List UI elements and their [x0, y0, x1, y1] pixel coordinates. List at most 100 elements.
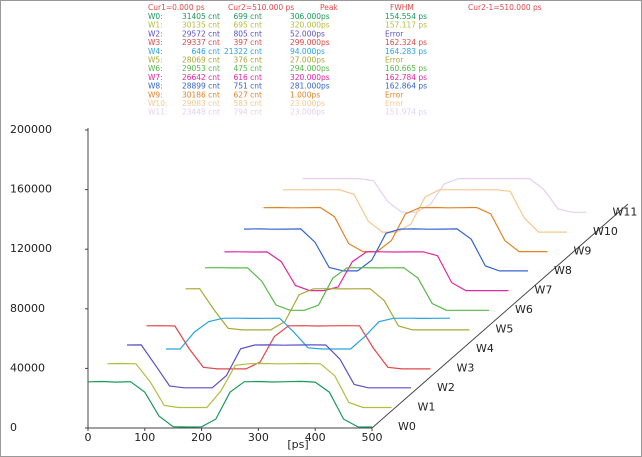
stats-cell: W0: — [148, 12, 163, 21]
stats-cell: Error — [385, 29, 404, 38]
stats-cell: W3: — [148, 38, 163, 47]
stats-cell: 28899 cnt — [182, 82, 220, 91]
stats-cell: 52.000ps — [290, 29, 325, 38]
stats-cell: 27.000ps — [290, 56, 325, 65]
stats-cell: W7: — [148, 73, 163, 82]
series-line — [243, 228, 528, 272]
series-label: W0 — [398, 420, 416, 433]
stats-cell: 30186 cnt — [182, 90, 220, 99]
stats-cell: 699 cnt — [233, 12, 262, 21]
series-label: W5 — [496, 323, 514, 336]
stats-cell: 162.324 ps — [385, 38, 427, 47]
stats-cell: 160.665 ps — [385, 64, 427, 73]
stats-cell: 751 cnt — [233, 82, 262, 91]
y-tick-label: 200000 — [10, 123, 52, 136]
stats-cell: 151.974 ps — [385, 108, 427, 117]
series-line — [204, 267, 489, 311]
stats-cell: 26642 cnt — [182, 73, 220, 82]
y-tick-label: 80000 — [10, 302, 45, 315]
series-label: W10 — [593, 225, 618, 238]
stats-cell: 29083 cnt — [182, 99, 220, 108]
x-tick-label: 100 — [134, 431, 155, 444]
stats-cell: 306.000ps — [290, 12, 330, 21]
stats-cell: 30135 cnt — [182, 21, 220, 30]
stats-cell: 29053 cnt — [182, 64, 220, 73]
stats-cell: 646 cnt — [191, 47, 220, 56]
stats-cell: 154.554 ps — [385, 12, 427, 21]
stats-cell: Error — [385, 56, 404, 65]
stats-cell: 162.864 ps — [385, 82, 427, 91]
series-label: W1 — [418, 401, 436, 414]
x-tick-label: 0 — [85, 431, 92, 444]
stats-cell: Error — [385, 99, 404, 108]
stats-header: Cur2-1=510.000 ps — [468, 3, 542, 12]
stats-cell: W9: — [148, 90, 163, 99]
stats-cell: 21322 cnt — [224, 47, 262, 56]
series-line — [263, 206, 548, 253]
series-line — [107, 362, 392, 409]
stats-cell: 23.000ps — [290, 99, 325, 108]
stats-cell: 376 cnt — [233, 56, 262, 65]
stats-cell: W2: — [148, 29, 163, 38]
series-line — [282, 189, 567, 233]
stats-cell: W4: — [148, 47, 163, 56]
series-line — [185, 288, 470, 331]
series-label: W9 — [574, 245, 592, 258]
stats-cell: 164.283 ps — [385, 47, 427, 56]
stats-cell: 1.000ps — [290, 90, 320, 99]
series-label: W2 — [437, 381, 455, 394]
stats-cell: 162.784 ps — [385, 73, 427, 82]
series-label: W3 — [457, 362, 475, 375]
series-line — [302, 178, 587, 213]
stats-cell: 616 cnt — [233, 73, 262, 82]
stats-cell: 281.000ps — [290, 82, 330, 91]
stats-header: Cur1=0.000 ps — [148, 3, 205, 12]
stats-cell: W8: — [148, 82, 163, 91]
stats-cell: W1: — [148, 21, 163, 30]
stats-cell: 31405 cnt — [182, 12, 220, 21]
stats-cell: 157.117 ps — [385, 21, 427, 30]
x-tick-label: 300 — [248, 431, 269, 444]
stats-header: Peak — [320, 3, 338, 12]
series-label: W6 — [515, 303, 533, 316]
x-tick-label: 400 — [305, 431, 326, 444]
series-label: W8 — [554, 264, 572, 277]
x-tick-label: 200 — [191, 431, 212, 444]
y-tick-label: 40000 — [10, 361, 45, 374]
stats-cell: 805 cnt — [233, 29, 262, 38]
x-tick-label: 500 — [362, 431, 383, 444]
stats-header: FWHM — [390, 3, 414, 12]
stats-cell: 397 cnt — [233, 38, 262, 47]
stats-cell: W6: — [148, 64, 163, 73]
stats-cell: 583 cnt — [233, 99, 262, 108]
stats-cell: 28069 cnt — [182, 56, 220, 65]
stats-cell: Error — [385, 90, 404, 99]
stats-header: Cur2=510.000 ps — [228, 3, 294, 12]
series-line — [166, 317, 451, 350]
y-tick-label: 0 — [10, 421, 17, 434]
series-label: W4 — [476, 342, 494, 355]
series-line — [146, 325, 431, 370]
series-label: W11 — [613, 206, 638, 219]
stats-cell: 299.000ps — [290, 38, 330, 47]
stats-cell: 794 cnt — [233, 108, 262, 117]
stats-cell: 475 cnt — [233, 64, 262, 73]
stats-cell: W5: — [148, 56, 163, 65]
stats-cell: 29572 cnt — [182, 29, 220, 38]
series-line — [126, 344, 411, 389]
y-tick-label: 120000 — [10, 242, 52, 255]
stats-cell: 695 cnt — [233, 21, 262, 30]
stats-cell: W10: — [148, 99, 168, 108]
depth-axis — [371, 203, 629, 429]
stats-cell: 94.000ps — [290, 47, 325, 56]
series-line — [87, 380, 373, 428]
series-line — [224, 251, 509, 292]
stats-cell: 29337 cnt — [182, 38, 220, 47]
stats-cell: 627 cnt — [233, 90, 262, 99]
stats-cell: 23448 cnt — [182, 108, 220, 117]
stats-cell: 23.000ps — [290, 108, 325, 117]
x-axis-label: [ps] — [287, 438, 308, 451]
stats-cell: 294.000ps — [290, 64, 330, 73]
